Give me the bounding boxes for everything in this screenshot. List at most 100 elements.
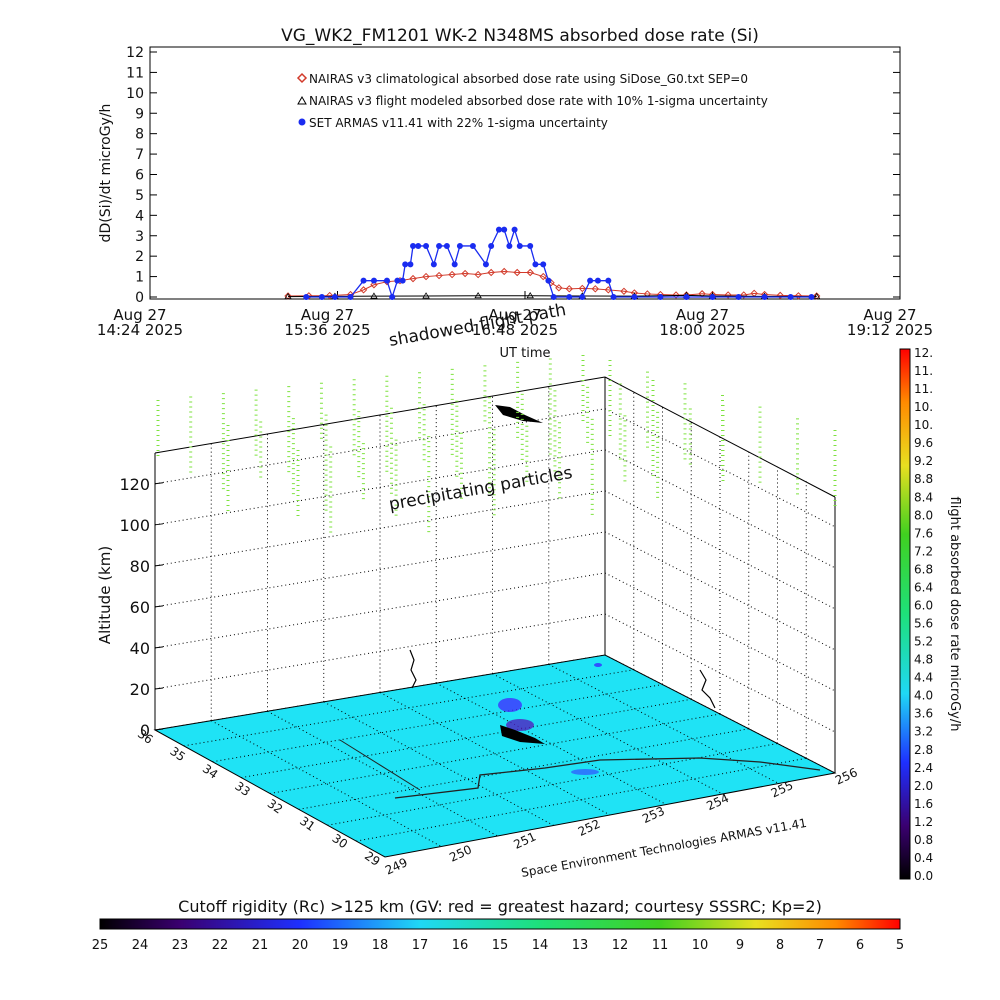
altitude-tick-label: 120 [119,475,150,494]
series-point [527,242,534,249]
series-point [565,285,573,293]
rigidity-colorbar-tick: 5 [896,938,904,953]
x-tick-label: 18:00 2025 [659,321,745,339]
rigidity-colorbar-tick: 7 [816,938,824,953]
series-point [540,261,547,268]
series-point [448,270,456,279]
timeseries-plot-area [284,226,821,300]
dose-rate-colorbar-tick: 5.6 [914,617,933,631]
dose-rate-colorbar-tick: 4.4 [914,671,933,685]
dose-rate-colorbar-tick: 8.4 [914,490,933,504]
flight-ground-track [394,757,821,799]
legend-label: SET ARMAS v11.41 with 22% 1-sigma uncert… [309,116,608,130]
altitude-tick-mark [154,564,164,567]
series-point [594,277,601,284]
legend-label: NAIRAS v3 flight modeled absorbed dose r… [309,94,768,108]
legend-marker-circle [298,118,306,126]
wall-gridline [154,449,606,526]
low-rigidity-patches [498,663,602,775]
rigidity-colorbar-tick: 12 [612,938,629,953]
dose-rate-colorbar-tick: 6.8 [914,562,933,576]
rigidity-colorbar-tick: 13 [572,938,589,953]
series-point [605,277,612,284]
series-point [474,291,482,299]
series-line [288,270,817,297]
floor-gridline [327,743,778,826]
series-point [506,242,513,249]
longitude-tick-label: 250 [447,842,474,864]
series-point [347,294,354,300]
dose-rate-colorbar-tick: 10. [914,418,933,432]
rigidity-colorbar-tick: 23 [172,938,189,953]
series-point [683,294,690,300]
dose-rate-colorbar-tick: 4.0 [914,689,933,703]
longitude-tick-label: 249 [383,855,410,877]
rigidity-colorbar-tick: 22 [212,938,229,953]
rigidity-colorbar-tick: 24 [132,938,149,953]
dose-rate-colorbar-tick: 8.8 [914,472,933,486]
series-point [331,294,338,300]
rigidity-colorbar [99,918,901,930]
series-point [402,261,409,268]
rigidity-colorbar-tick: 18 [372,938,389,953]
dose-rate-colorbar-tick: 7.2 [914,544,933,558]
series-point [545,277,552,284]
dose-rate-colorbar-tick: 0.0 [914,869,933,883]
rigidity-colorbar-tick: 11 [652,938,669,953]
rigidity-colorbar-tick: 21 [252,938,269,953]
dose-rate-colorbar-tick: 1.2 [914,815,933,829]
floor-gridline [212,684,663,763]
series-point [409,274,417,283]
series-point [631,294,638,300]
legend-entry-modeled: NAIRAS v3 flight modeled absorbed dose r… [297,94,768,108]
altitude-tick-label: 0 [140,721,150,740]
series-point [761,294,768,300]
wall-gridline [154,572,606,649]
series-point [443,242,450,249]
latitude-tick-label: 36 [135,727,156,747]
dose-rate-colorbar-tick: 6.4 [914,580,933,594]
legend-entry-climatological: NAIRAS v3 climatological absorbed dose r… [296,72,748,86]
dose-rate-colorbar-tick: 3.6 [914,707,933,721]
series-point [415,242,422,249]
rigidity-colorbar-tick: 6 [856,938,864,953]
x-tick-label: Aug 27 [113,306,166,324]
x-tick-label: Aug 27 [863,306,916,324]
floor-gridlines [183,663,807,847]
floor-gridline [241,698,692,779]
series-point [591,285,600,293]
credit-label: Space Environment Technologies ARMAS v11… [520,816,808,880]
series-point [579,294,586,300]
series-point [587,277,594,284]
y-tick-label: 0 [135,290,144,306]
series-point [488,242,495,249]
dose-rate-colorbar-tick: 11. [914,364,933,378]
chart-title: VG_WK2_FM1201 WK-2 N348MS absorbed dose … [281,26,759,46]
series-point [808,294,815,300]
series-point [399,277,406,284]
series-point [394,277,401,284]
altitude-tick-mark [154,646,164,649]
dose-rate-colorbar-tick: 5.2 [914,635,933,649]
rigidity-colorbar-tick: 8 [776,938,784,953]
altitude-tick-mark [154,523,164,526]
dose-rate-colorbar-tick: 11. [914,382,933,396]
rigidity-colorbar-tick: 20 [292,938,309,953]
rigidity-colorbar-title: Cutoff rigidity (Rc) >125 km (GV: red = … [178,897,822,916]
cutoff-rigidity-surface [153,654,837,858]
x-tick-label: Aug 27 [488,306,541,324]
rigidity-colorbar-tick: 9 [736,938,744,953]
floor-gridline [356,757,807,842]
dose-rate-colorbar-tick: 7.6 [914,526,933,540]
dose-rate-colorbar-tick: 0.4 [914,851,933,865]
y-tick-label: 10 [126,86,144,102]
y-tick-label: 9 [135,106,144,122]
floor-gridline [492,673,723,795]
y-tick-label: 3 [135,229,144,245]
series-point [787,294,794,300]
series-point [370,277,377,284]
series-point [539,272,547,281]
